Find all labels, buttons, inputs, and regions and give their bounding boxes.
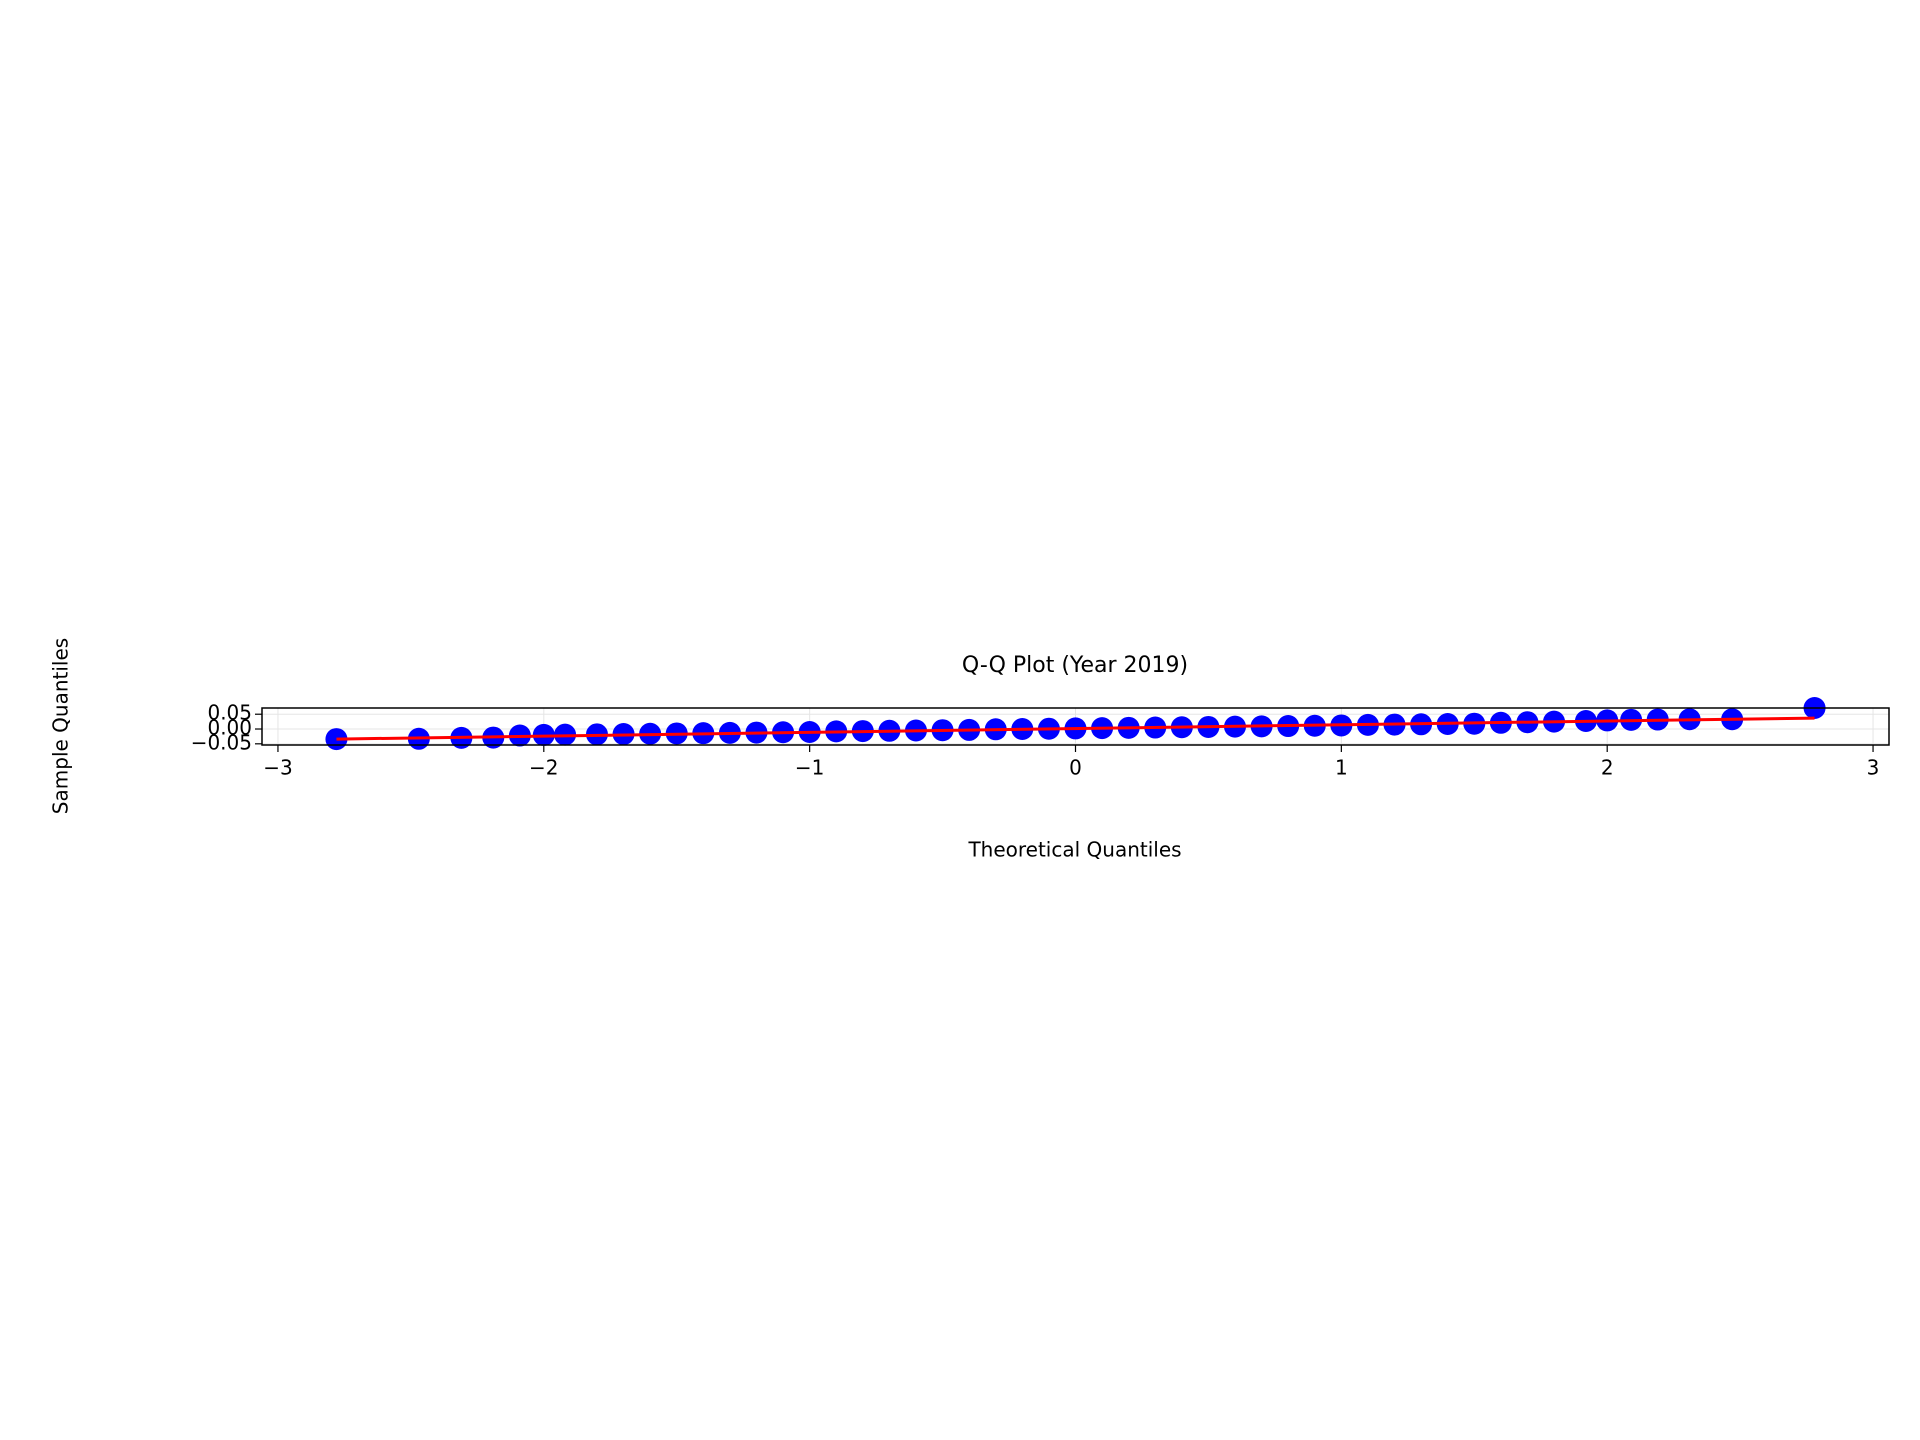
y-tick-label: 0.05 xyxy=(207,701,252,725)
x-axis-label: Theoretical Quantiles xyxy=(967,838,1181,862)
x-tick-label: 0 xyxy=(1069,756,1082,780)
y-tick-label: −0.05 xyxy=(191,730,252,754)
x-tick-label: −2 xyxy=(529,756,558,780)
x-tick-label: −1 xyxy=(795,756,824,780)
x-tick-label: 1 xyxy=(1335,756,1348,780)
plot-frame xyxy=(261,707,1890,746)
x-tick-label: −3 xyxy=(263,756,292,780)
x-tick-label: 2 xyxy=(1601,756,1614,780)
x-tick-label: 3 xyxy=(1867,756,1880,780)
y-tick-label: 0.00 xyxy=(207,716,252,740)
fit-line xyxy=(336,716,1815,741)
chart-title: Q-Q Plot (Year 2019) xyxy=(962,653,1188,678)
y-axis-label: Sample Quantiles xyxy=(49,638,73,814)
